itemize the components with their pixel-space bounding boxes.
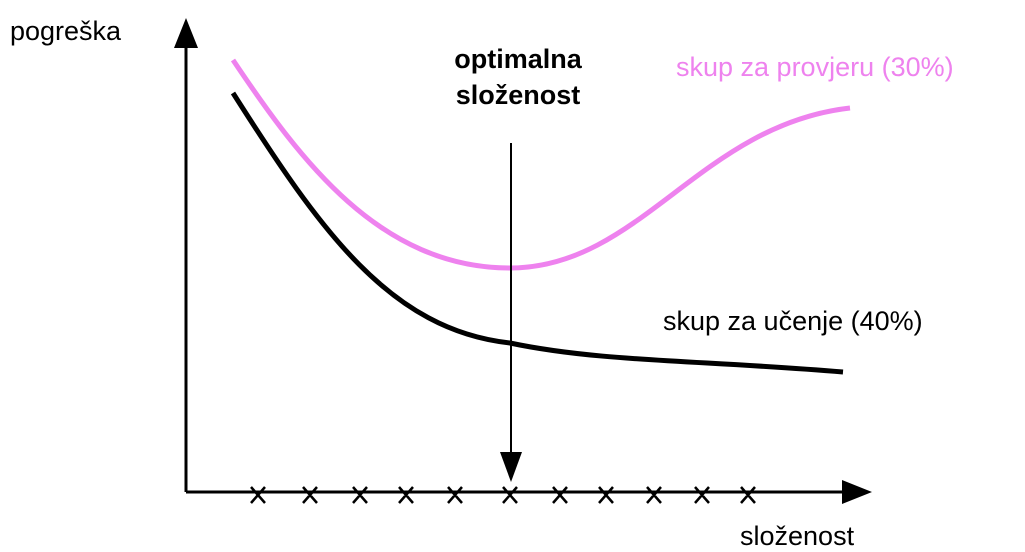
validation-label: skup za provjeru (30%) bbox=[676, 52, 954, 82]
x-marks bbox=[250, 486, 756, 504]
x-axis-label: složenost bbox=[740, 521, 855, 551]
annotation-line: optimalna bbox=[454, 44, 582, 74]
optimum-arrow-head bbox=[500, 452, 522, 482]
x-axis-arrow bbox=[842, 480, 872, 504]
axes bbox=[184, 45, 845, 494]
training-curve bbox=[230, 91, 844, 375]
y-axis-arrow bbox=[174, 18, 198, 48]
x-mark-group bbox=[250, 486, 756, 504]
training-label: skup za učenje (40%) bbox=[663, 306, 923, 336]
annotation-line: složenost bbox=[456, 80, 581, 110]
y-axis-label: pogreška bbox=[10, 16, 122, 46]
